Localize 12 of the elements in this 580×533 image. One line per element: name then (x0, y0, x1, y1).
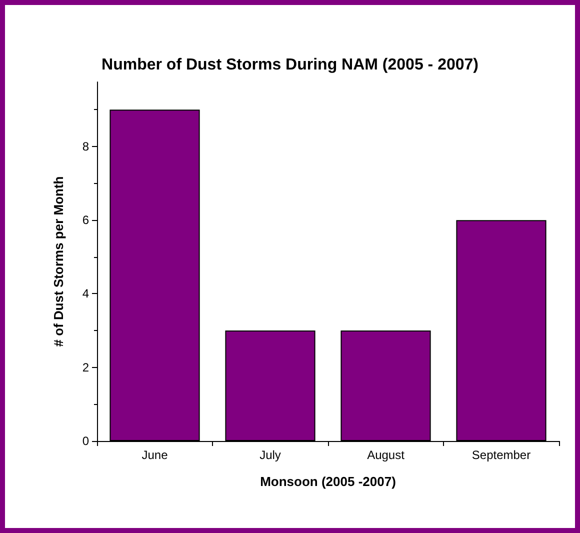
x-tick-label: July (260, 448, 281, 462)
y-tick-label: 4 (82, 286, 90, 301)
y-axis-title: # of Dust Storms per Month (51, 176, 66, 347)
y-tick-label: 8 (82, 139, 90, 154)
x-tick-label: September (472, 448, 531, 462)
y-tick-label: 6 (82, 213, 90, 228)
x-tick-label: August (367, 448, 406, 462)
y-tick-label: 0 (82, 434, 90, 448)
y-tick-label: 2 (82, 360, 90, 374)
x-axis-title: Monsoon (2005 -2007) (260, 474, 396, 489)
chart-title: Number of Dust Storms During NAM (2005 - 2007) (102, 56, 478, 74)
x-tick-label: June (142, 448, 168, 462)
